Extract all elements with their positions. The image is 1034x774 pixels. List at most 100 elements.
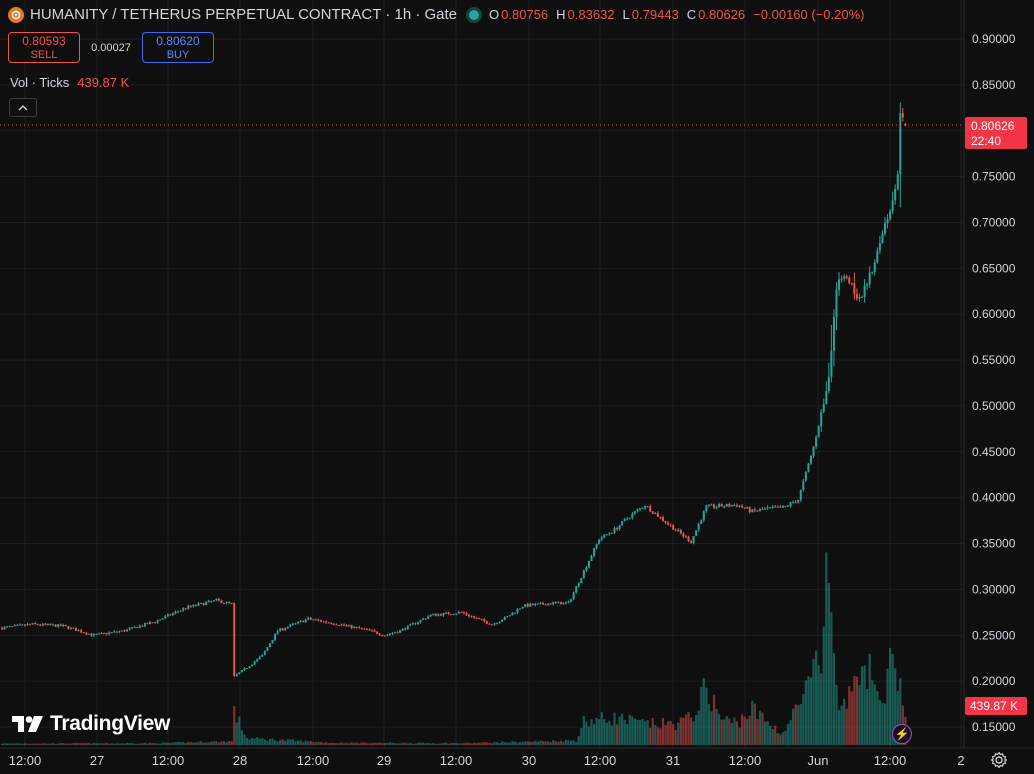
volume-bar <box>21 743 24 745</box>
candle <box>44 622 47 626</box>
volume-bar <box>830 612 833 745</box>
tradingview-logo[interactable]: TradingView <box>12 712 170 736</box>
candle-body <box>358 627 361 629</box>
time-tick-label: 12:00 <box>729 753 762 768</box>
volume-bar <box>222 741 226 745</box>
candle <box>702 510 705 523</box>
candle <box>345 624 348 627</box>
candle <box>799 489 802 503</box>
volume-bar <box>317 741 320 745</box>
volume-bar <box>447 743 450 745</box>
volume-bar <box>123 743 126 745</box>
volume-legend[interactable]: Vol · Ticks 439.87 K <box>10 75 129 90</box>
volume-bar <box>427 743 430 745</box>
candle <box>39 624 42 627</box>
candle-body <box>258 656 261 659</box>
volume-bar <box>758 710 762 745</box>
volume-bar <box>888 647 892 745</box>
lightning-icon[interactable]: ⚡ <box>892 724 912 744</box>
candle <box>838 272 841 297</box>
candle-body <box>868 272 871 285</box>
candle-body <box>113 631 116 633</box>
price-tick-label: 0.45000 <box>972 445 1016 459</box>
candle-body <box>605 534 608 536</box>
candle <box>457 610 460 614</box>
candle-body <box>350 625 353 629</box>
volume-bar <box>450 743 453 745</box>
volume-bar <box>689 717 693 745</box>
volume-bar <box>64 743 67 745</box>
candle-body <box>544 604 547 606</box>
volume-bar <box>399 743 402 745</box>
candle <box>582 569 585 579</box>
candle-body <box>825 391 828 404</box>
buy-button[interactable]: 0.80620 BUY <box>142 32 214 63</box>
volume-bar <box>501 741 504 745</box>
candle <box>131 627 134 630</box>
volume-bar <box>569 740 573 745</box>
candle <box>855 288 858 301</box>
time-axis[interactable]: 12:00 27 12:00 28 12:00 29 12:00 30 12:00 31 12:00… <box>9 753 965 768</box>
candle-body <box>835 289 838 317</box>
candle <box>766 505 769 510</box>
candle <box>169 613 172 616</box>
candle <box>233 602 236 677</box>
humanity-coin-icon <box>8 6 24 23</box>
candle <box>559 601 562 605</box>
candle <box>764 507 767 510</box>
candle <box>817 425 820 438</box>
candle-body <box>636 509 639 512</box>
candle <box>113 630 116 633</box>
volume-bar <box>386 742 389 745</box>
candle-body <box>567 601 570 603</box>
volume-bar <box>148 742 152 745</box>
candle-body <box>371 630 374 632</box>
volume-bar <box>656 727 659 745</box>
candle <box>18 623 21 626</box>
volume-bar <box>490 743 494 745</box>
candle <box>133 625 136 628</box>
candle-body <box>753 509 756 511</box>
candle-body <box>462 612 465 614</box>
volume-bar <box>360 742 363 745</box>
candle <box>758 507 761 512</box>
volume-bar <box>335 743 338 745</box>
volume-bar <box>605 722 608 745</box>
volume-bar <box>113 743 116 745</box>
volume-bar <box>531 741 534 745</box>
candle <box>442 612 445 617</box>
candle <box>332 622 335 626</box>
candle-body <box>457 612 460 614</box>
volume-bar <box>238 716 241 745</box>
candle-body <box>450 614 453 616</box>
candle-body <box>531 603 534 606</box>
candle-body <box>881 233 884 244</box>
candle-body <box>133 626 136 628</box>
candle-body <box>154 622 157 624</box>
candle-body <box>309 617 312 620</box>
candle <box>904 122 907 127</box>
symbol-title[interactable]: HUMANITY / TETHERUS PERPETUAL CONTRACT ·… <box>30 6 458 23</box>
volume-bar <box>72 742 75 745</box>
candle <box>728 502 731 508</box>
candle <box>641 507 644 510</box>
candle-body <box>166 614 169 617</box>
candle-body <box>587 560 590 568</box>
volume-bar <box>710 711 713 745</box>
volume-bar <box>776 732 779 745</box>
last-price-label: 0.80626 22:40 <box>965 117 1027 149</box>
candle-body <box>171 613 174 616</box>
volume-bar <box>273 740 277 745</box>
sell-button[interactable]: 0.80593 SELL <box>8 32 80 63</box>
candle <box>901 107 904 122</box>
volume-bar <box>623 719 626 745</box>
gear-icon[interactable] <box>990 751 1008 769</box>
volume-bar <box>0 743 4 745</box>
volume-bar <box>253 738 256 745</box>
candle-body <box>593 548 596 556</box>
price-axis[interactable]: 0.900000.850000.800000.750000.700000.650… <box>972 32 1016 734</box>
collapse-legend-button[interactable] <box>9 98 37 117</box>
volume-bar <box>669 721 672 745</box>
volume-bar <box>108 743 111 745</box>
